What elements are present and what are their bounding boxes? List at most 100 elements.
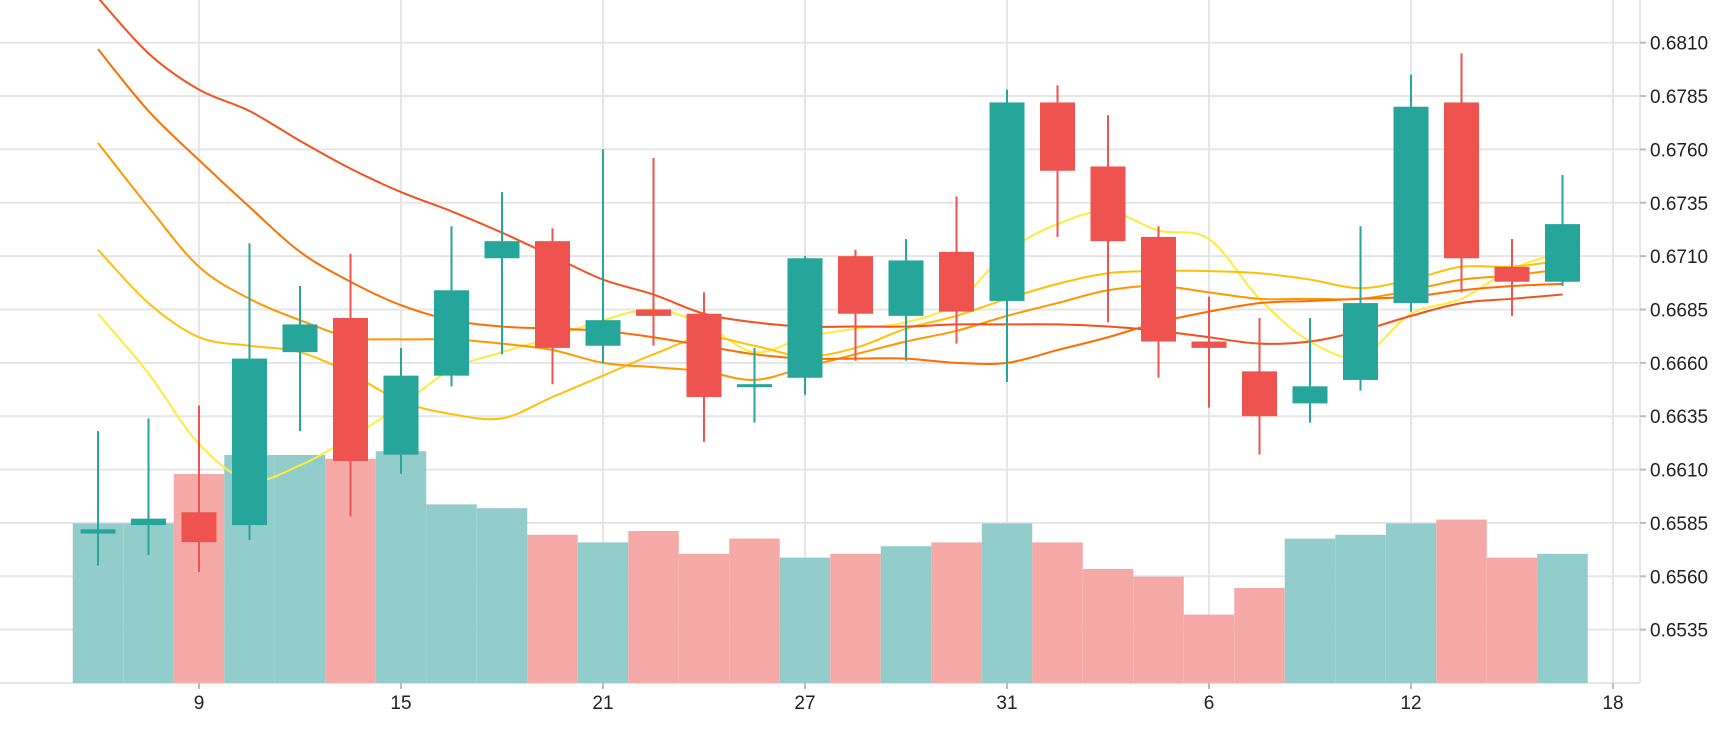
- candle-body: [636, 309, 671, 316]
- volume-bar: [1133, 576, 1184, 683]
- candle-up: [585, 149, 621, 363]
- candle-up: [1343, 226, 1378, 391]
- moving-average-lines: [97, 0, 1563, 482]
- moving-average-line: [98, 0, 1563, 345]
- x-tick-label: 9: [194, 693, 205, 714]
- candle-up: [888, 239, 924, 361]
- candle-up: [282, 286, 318, 432]
- y-tick-label: 0.6785: [1650, 87, 1708, 108]
- volume-bar: [577, 542, 629, 683]
- x-tick-label: 27: [794, 693, 815, 714]
- volume-bar: [274, 455, 326, 683]
- y-tick-label: 0.6685: [1650, 300, 1708, 321]
- candle-down: [1090, 115, 1126, 323]
- candle-body: [1444, 102, 1479, 259]
- candle-up: [232, 243, 267, 540]
- y-tick-label: 0.6635: [1650, 407, 1708, 428]
- candle-body: [686, 313, 722, 397]
- candles: [80, 53, 1580, 573]
- volume-bar: [527, 534, 578, 683]
- y-tick-label: 0.6710: [1650, 247, 1708, 268]
- candle-body: [131, 518, 166, 526]
- y-tick-label: 0.6735: [1650, 194, 1708, 215]
- candle-body: [1393, 106, 1429, 304]
- candle-body: [484, 241, 520, 259]
- volume-bar: [1082, 569, 1134, 683]
- moving-average-line: [97, 210, 1563, 482]
- candle-down: [535, 228, 570, 385]
- candle-body: [1141, 236, 1176, 342]
- volume-bar: [931, 542, 982, 683]
- candle-body: [1343, 303, 1378, 380]
- volume-bar: [1284, 538, 1336, 683]
- x-tick-label: 15: [390, 693, 411, 714]
- candle-up: [1292, 318, 1328, 423]
- candle-body: [838, 256, 873, 314]
- candle-down: [1494, 239, 1530, 316]
- volume-bar: [1436, 519, 1487, 683]
- candle-body: [787, 258, 823, 378]
- candle-up: [787, 256, 823, 395]
- y-tick-label: 0.6760: [1650, 140, 1708, 161]
- volume-bar: [476, 508, 528, 683]
- candle-body: [585, 320, 621, 346]
- candle-up: [1545, 175, 1580, 287]
- candle-body: [989, 102, 1025, 301]
- volume-bar: [981, 523, 1033, 683]
- candle-body: [181, 512, 217, 543]
- x-tick-label: 31: [996, 693, 1017, 714]
- x-tick-label: 6: [1204, 693, 1215, 714]
- candle-up: [131, 418, 166, 555]
- candle-body: [1191, 341, 1227, 348]
- candle-body: [434, 290, 469, 376]
- candle-up: [434, 226, 469, 387]
- volume-bar: [1537, 553, 1588, 683]
- candle-down: [1141, 226, 1176, 378]
- volume-bar: [1183, 614, 1235, 683]
- volume-bar: [628, 531, 679, 683]
- candle-up: [484, 192, 520, 355]
- candle-body: [282, 324, 318, 353]
- volume-bar: [1335, 534, 1386, 683]
- volume-bar: [880, 546, 932, 683]
- volume-bar: [1032, 542, 1083, 683]
- candle-body: [1292, 386, 1328, 404]
- candle-body: [888, 260, 924, 316]
- y-tick-label: 0.6585: [1650, 514, 1708, 535]
- x-tick-label: 12: [1400, 693, 1421, 714]
- y-tick-label: 0.6660: [1650, 354, 1708, 375]
- candle-body: [383, 375, 419, 455]
- candle-body: [535, 241, 570, 348]
- candle-down: [939, 196, 974, 344]
- candle-body: [1090, 166, 1126, 242]
- candle-body: [1242, 371, 1277, 417]
- volume-bar: [678, 553, 730, 683]
- y-tick-label: 0.6810: [1650, 34, 1708, 55]
- candle-up: [737, 347, 772, 423]
- y-tick-label: 0.6610: [1650, 461, 1708, 482]
- candle-down: [1242, 318, 1277, 455]
- volume-bar: [779, 557, 831, 683]
- candle-up: [383, 347, 419, 474]
- volume-bar: [1234, 588, 1285, 683]
- candle-body: [939, 251, 974, 312]
- moving-average-line: [97, 142, 1563, 381]
- candle-body: [80, 529, 116, 534]
- candle-down: [1191, 296, 1227, 408]
- x-tick-label: 21: [592, 693, 613, 714]
- x-tick-label: 18: [1602, 693, 1623, 714]
- candle-body: [1545, 224, 1580, 282]
- volume-bar: [1385, 523, 1437, 683]
- candle-up: [1393, 74, 1429, 312]
- volume-bar: [375, 451, 427, 683]
- candle-body: [1494, 266, 1530, 282]
- volume-bar: [830, 553, 881, 683]
- candle-up: [989, 89, 1025, 383]
- candle-down: [1444, 53, 1479, 293]
- candle-body: [232, 358, 267, 526]
- volume-bar: [1486, 557, 1538, 683]
- y-tick-label: 0.6535: [1650, 621, 1708, 642]
- y-tick-label: 0.6560: [1650, 567, 1708, 588]
